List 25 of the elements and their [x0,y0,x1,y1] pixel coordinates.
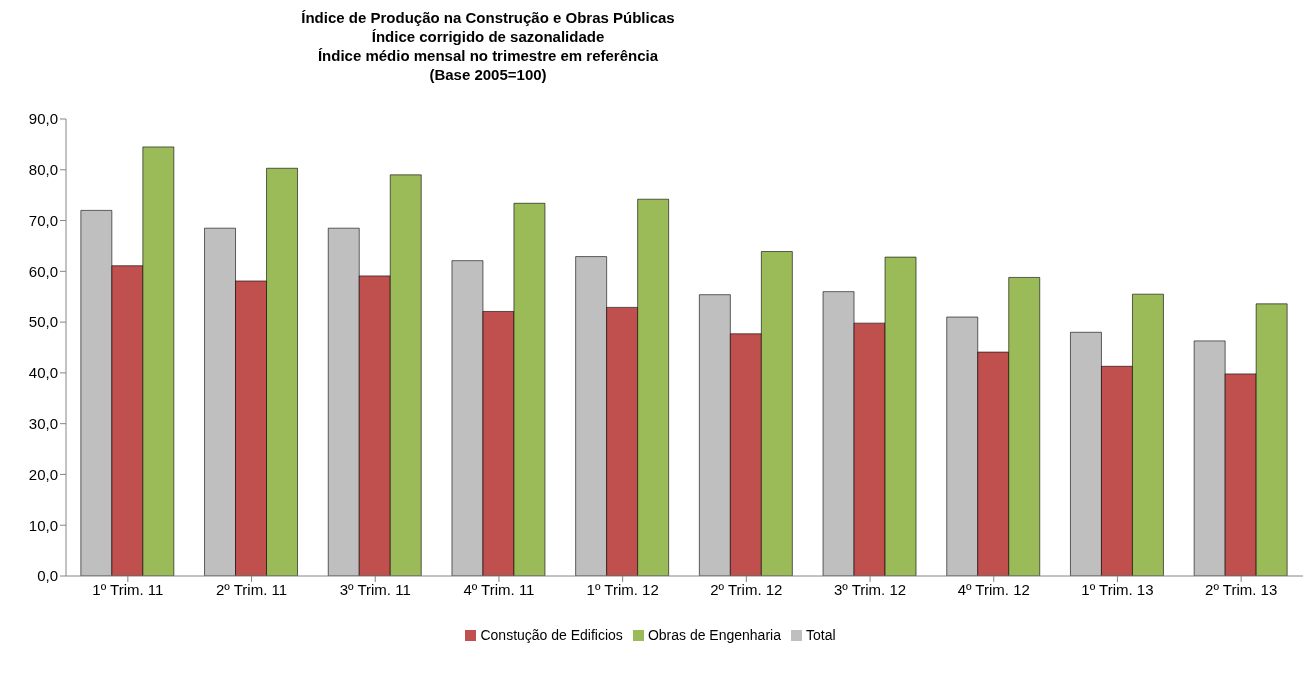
legend-label: Constução de Edificios [480,627,623,643]
y-tick-label: 10,0 [28,516,58,534]
y-tick-label: 70,0 [28,211,58,229]
y-tick-label: 90,0 [28,110,58,128]
x-tick-label: 1º Trim. 13 [1081,580,1154,598]
x-tick-label: 2º Trim. 13 [1205,580,1278,598]
chart-subtitle: Índice corrigido de sazonalidade Índice médio mensal no trimestre em referência (Base 2005=100) [316,27,660,84]
legend-label: Obras de Engenharia [647,627,781,643]
y-tick-label: 30,0 [28,414,58,432]
y-tick-label: 80,0 [28,161,58,179]
y-tick-label: 20,0 [28,465,58,483]
x-tick-label: 2º Trim. 11 [216,580,288,598]
legend-label: Total [805,627,836,643]
x-tick-label: 1º Trim. 11 [92,580,164,598]
x-tick-label: 3º Trim. 11 [339,580,411,598]
y-tick-label: 60,0 [28,262,58,280]
y-tick-label: 0,0 [37,567,58,585]
y-tick-label: 40,0 [28,364,58,382]
x-tick-label: 3º Trim. 12 [833,580,907,598]
chart-title: Índice de Produção na Construção e Obras Públicas [300,8,676,27]
y-tick-label: 50,0 [28,313,58,331]
x-tick-label: 2º Trim. 12 [710,580,783,598]
x-tick-label: 4º Trim. 11 [463,580,535,598]
x-tick-label: 1º Trim. 12 [586,580,659,598]
x-tick-label: 4º Trim. 12 [957,580,1030,598]
